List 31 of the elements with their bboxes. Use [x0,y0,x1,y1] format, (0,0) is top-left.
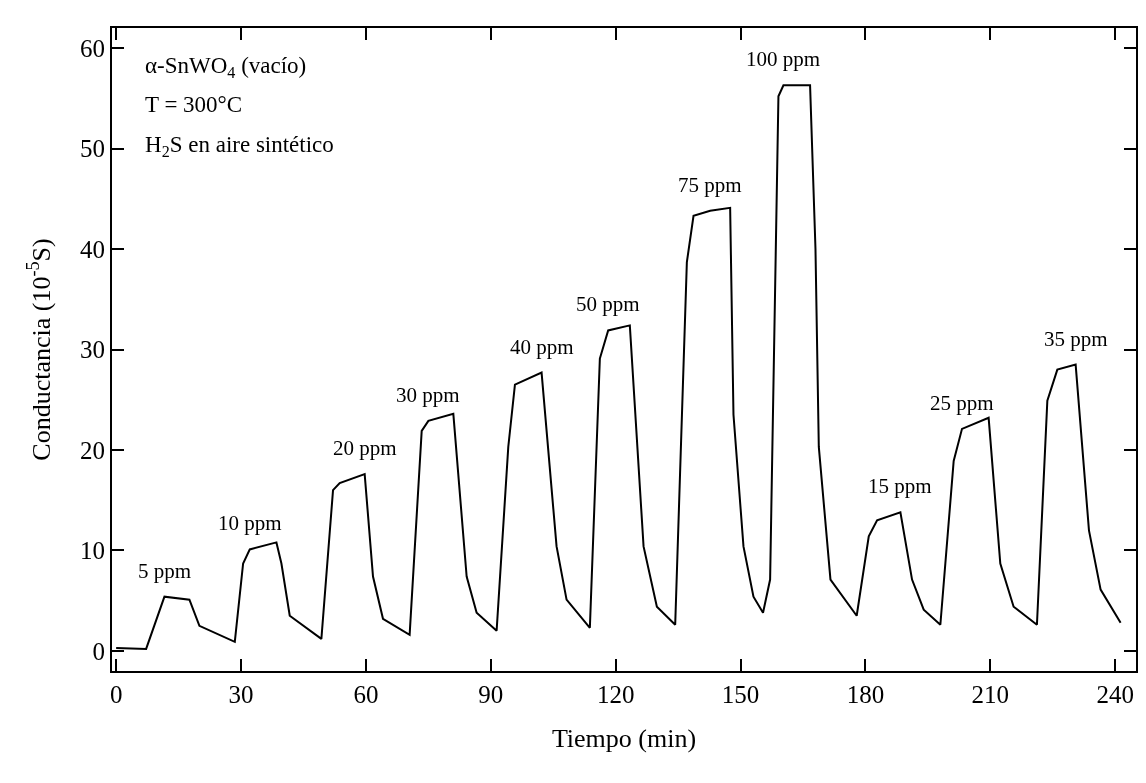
x-tick-label: 60 [353,681,379,708]
y-tick-label: 50 [80,135,105,163]
annotation: 50 ppm [576,292,640,316]
x-tick-label: 30 [228,681,254,708]
x-tick-label: 210 [971,681,1010,708]
y-tick-label: 60 [80,34,105,62]
annotation: 35 ppm [1044,327,1108,351]
annotation: H$_{2}$S en aire sintético [145,132,334,160]
annotation: 30 ppm [396,383,460,407]
annotation: 25 ppm [930,391,994,415]
annotation: 40 ppm [510,335,574,359]
y-tick-label: 20 [80,436,105,464]
y-tick-label: 0 [92,637,105,665]
y-tick-label: 10 [80,537,105,565]
annotation: 10 ppm [218,511,282,535]
annotation: α-SnWO$_{4}$ (vacío) [145,53,307,81]
y-tick-label: 30 [80,336,105,364]
x-tick-label: 120 [596,681,635,708]
x-tick-label: 150 [721,681,760,708]
annotation: 75 ppm [678,173,742,197]
y-tick-label: 40 [80,235,105,263]
annotation: 20 ppm [333,436,397,460]
x-tick-label: 0 [109,681,123,708]
annotation: T = 300°C [145,92,243,117]
x-tick-label: 240 [1096,681,1134,708]
x-tick-label: 90 [478,681,504,708]
annotation: 100 ppm [746,47,821,71]
x-axis-title: Tiempo (min) [551,724,697,754]
x-tick-label: 180 [846,681,885,708]
annotation: 5 ppm [138,559,192,583]
annotation: 15 ppm [868,474,932,498]
